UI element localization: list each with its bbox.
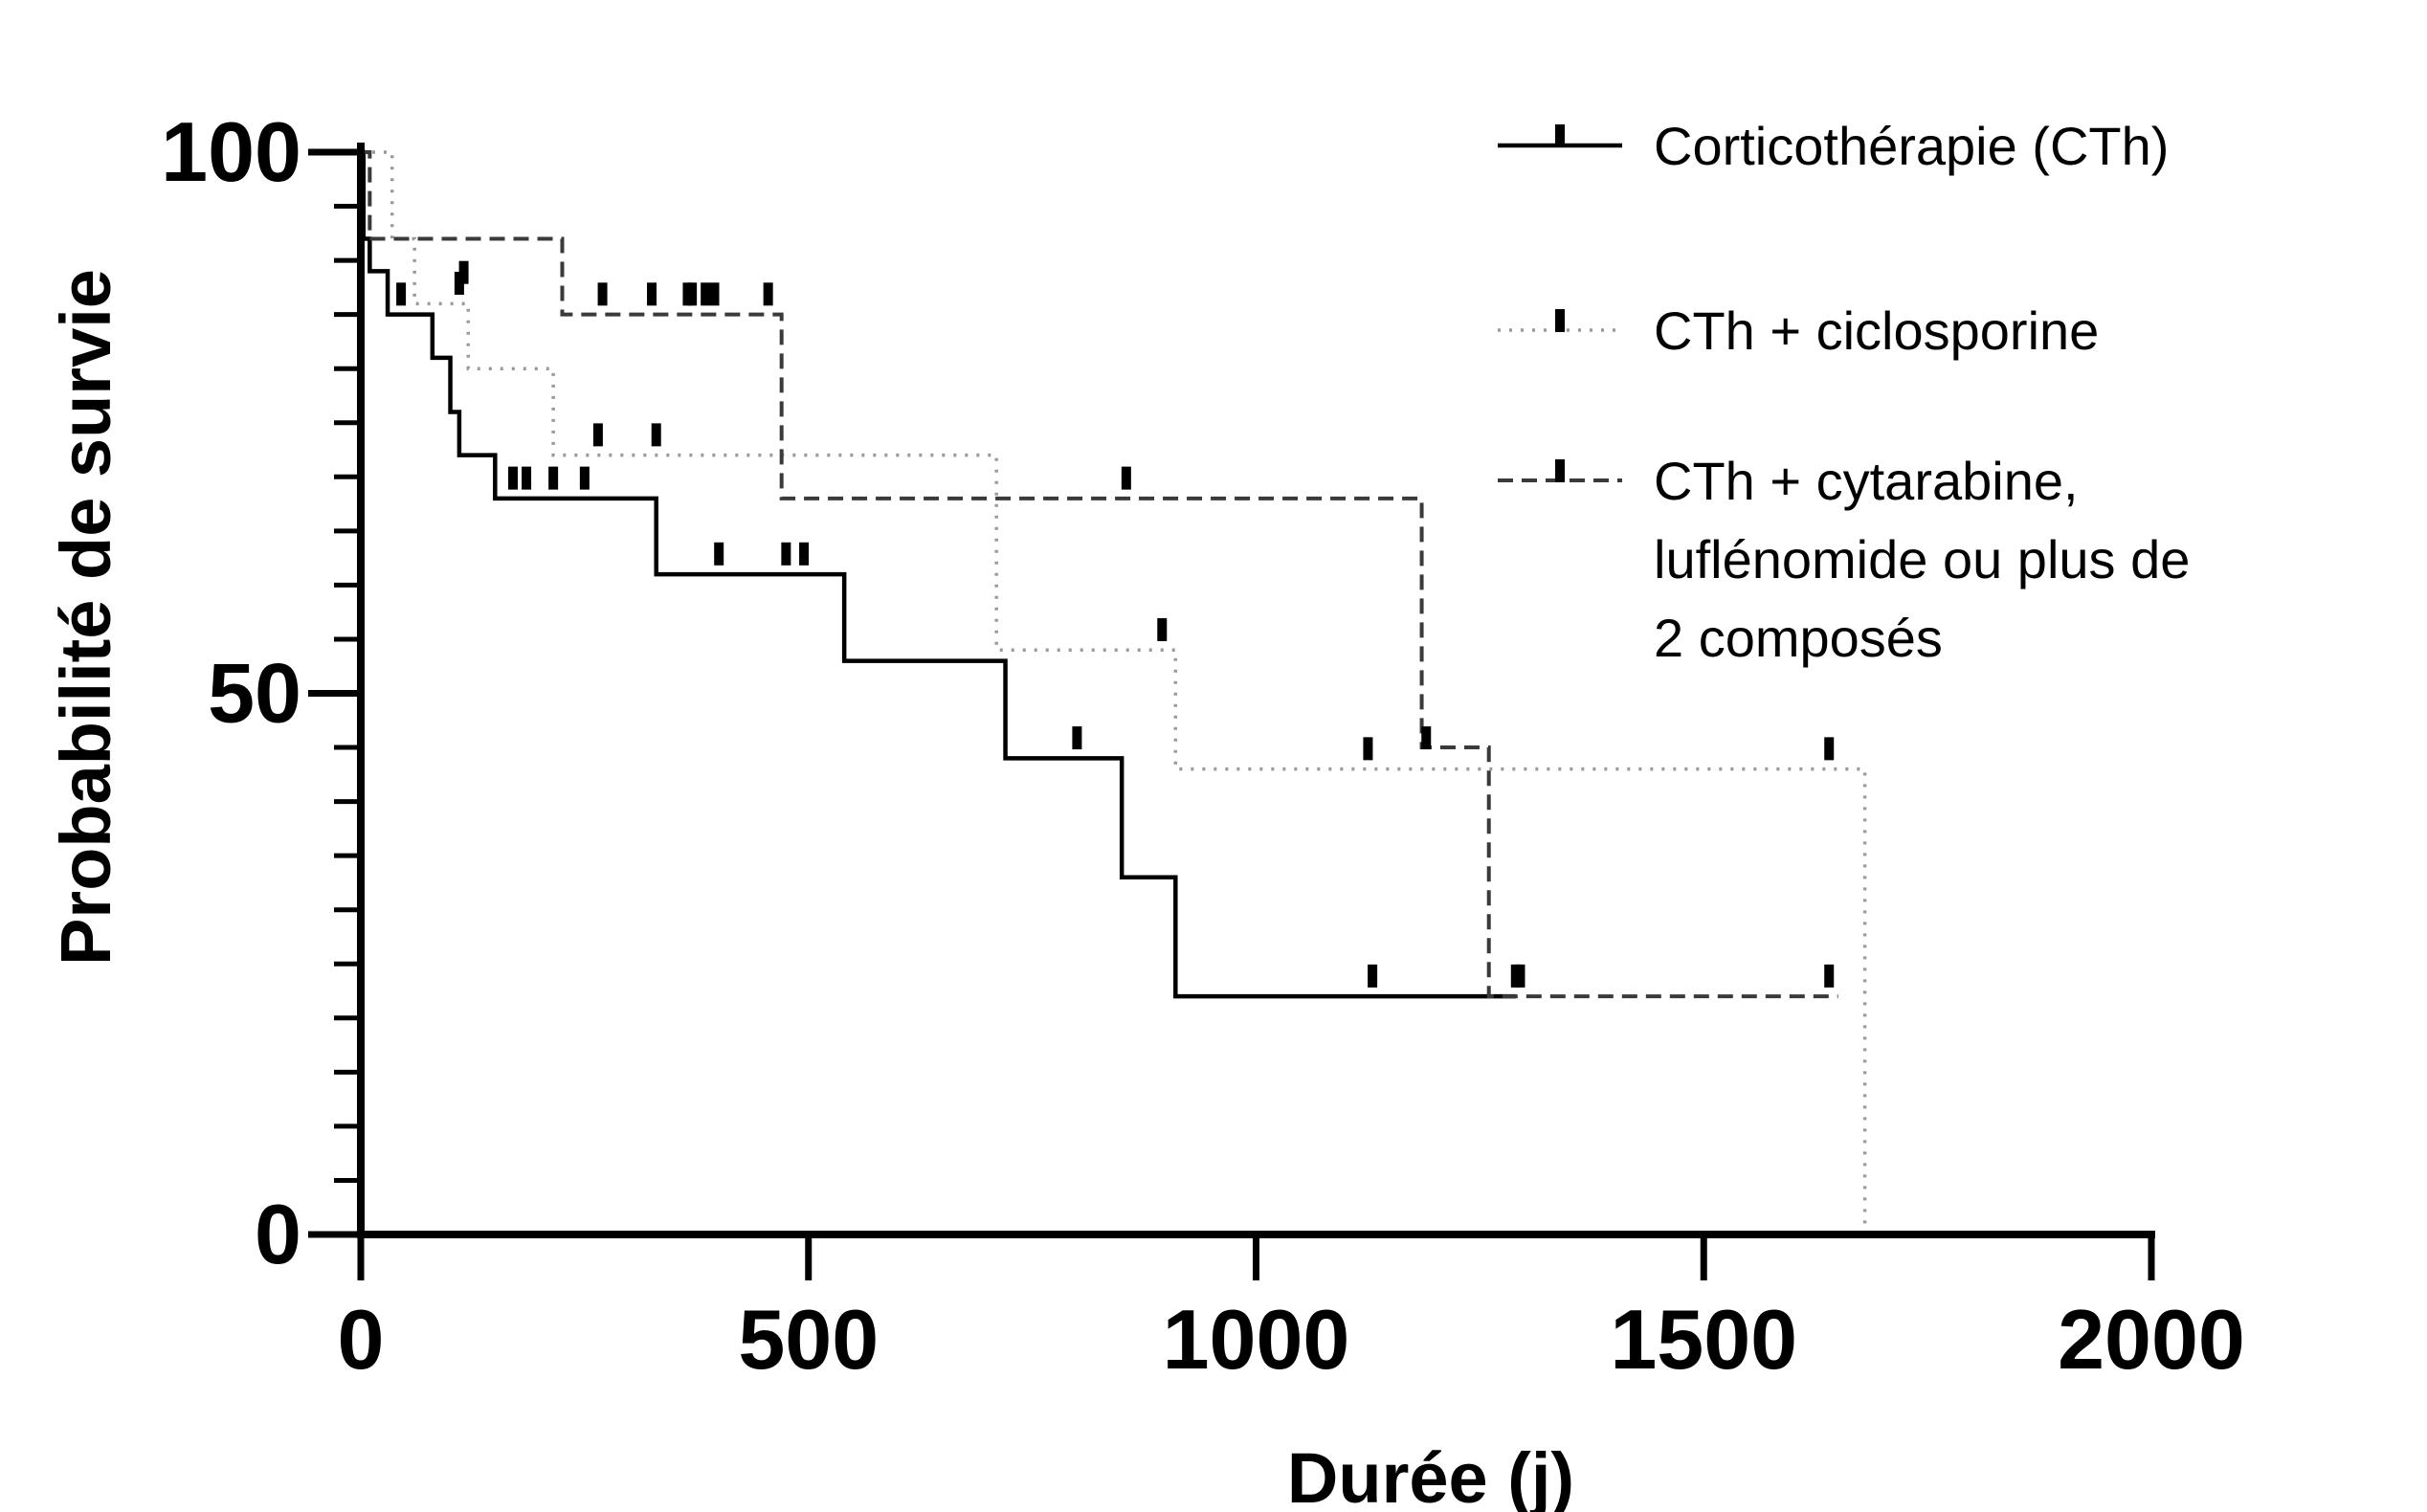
series-3-censor-mark-10 <box>1515 964 1525 988</box>
y-tick-label-0: 0 <box>255 1187 301 1281</box>
x-tick-label-1500: 1500 <box>1610 1292 1797 1387</box>
series-3-censor-mark-1 <box>597 282 608 306</box>
series-1-censor-mark-11 <box>1368 964 1378 988</box>
legend-marker-1 <box>1555 124 1565 147</box>
y-tick-label-50: 50 <box>208 646 301 741</box>
x-tick-label-500: 500 <box>738 1292 879 1387</box>
plot-area <box>361 149 1867 1234</box>
series-3-censor-mark-5 <box>701 282 711 306</box>
series-3-censor-mark-11 <box>1824 964 1835 988</box>
series-3-line <box>361 150 1838 999</box>
series-1-censor-mark-7 <box>714 542 724 566</box>
legend-label-3-line-1: CTh + cytarabine, <box>1654 451 2079 511</box>
series-3-censor-mark-4 <box>687 282 698 306</box>
legend-label-2-line-1: CTh + ciclosporine <box>1654 300 2099 361</box>
series-3-censor-mark-2 <box>647 282 657 306</box>
legend: Corticothérapie (CTh) CTh + ciclosporine C… <box>1498 116 2190 668</box>
series-1-censor-mark-1 <box>396 282 407 306</box>
series-1-censor-mark-5 <box>548 466 559 490</box>
series-3-censor-mark-6 <box>709 282 720 306</box>
series-3-censor-mark-8 <box>1121 466 1131 490</box>
legend-label-3-line-3: 2 composés <box>1654 608 1943 668</box>
x-axis-title: Durée (j) <box>1287 1438 1574 1512</box>
legend-label-1-line-1: Corticothérapie (CTh) <box>1654 116 2169 176</box>
x-tick-label-0: 0 <box>338 1292 385 1387</box>
series-1-censor-mark-9 <box>799 542 810 566</box>
legend-label-3-line-2: luflénomide ou plus de <box>1654 529 2190 589</box>
legend-label-1: Corticothérapie (CTh) <box>1654 116 2169 176</box>
legend-label-3: CTh + cytarabine, luflénomide ou plus de 2… <box>1654 451 2190 668</box>
legend-label-2: CTh + ciclosporine <box>1654 300 2099 361</box>
series-2-censor-mark-3 <box>651 423 661 447</box>
y-axis-title: Probabilité de survie <box>46 269 125 966</box>
series-1-censor-mark-3 <box>508 466 519 490</box>
series-3-censor-mark-9 <box>1421 726 1432 750</box>
series-2-censor-mark-2 <box>592 423 603 447</box>
series-1-censor-mark-4 <box>522 466 532 490</box>
legend-marker-3 <box>1555 459 1565 482</box>
series-2-censor-mark-6 <box>1824 737 1835 761</box>
series-2-censor-mark-1 <box>454 272 464 296</box>
x-tick-label-1000: 1000 <box>1163 1292 1350 1387</box>
series-1-censor-mark-8 <box>781 542 791 566</box>
y-tick-label-100: 100 <box>161 104 301 199</box>
legend-marker-2 <box>1555 309 1565 332</box>
series-2-censor-mark-4 <box>1157 617 1168 641</box>
x-tick-label-2000: 2000 <box>2058 1292 2245 1387</box>
series-2-censor-mark-5 <box>1363 737 1373 761</box>
series-3-censor-mark-7 <box>763 282 773 306</box>
series-1-censor-mark-10 <box>1072 726 1082 750</box>
series-1-line <box>361 149 1516 999</box>
series-1-censor-mark-6 <box>579 466 590 490</box>
